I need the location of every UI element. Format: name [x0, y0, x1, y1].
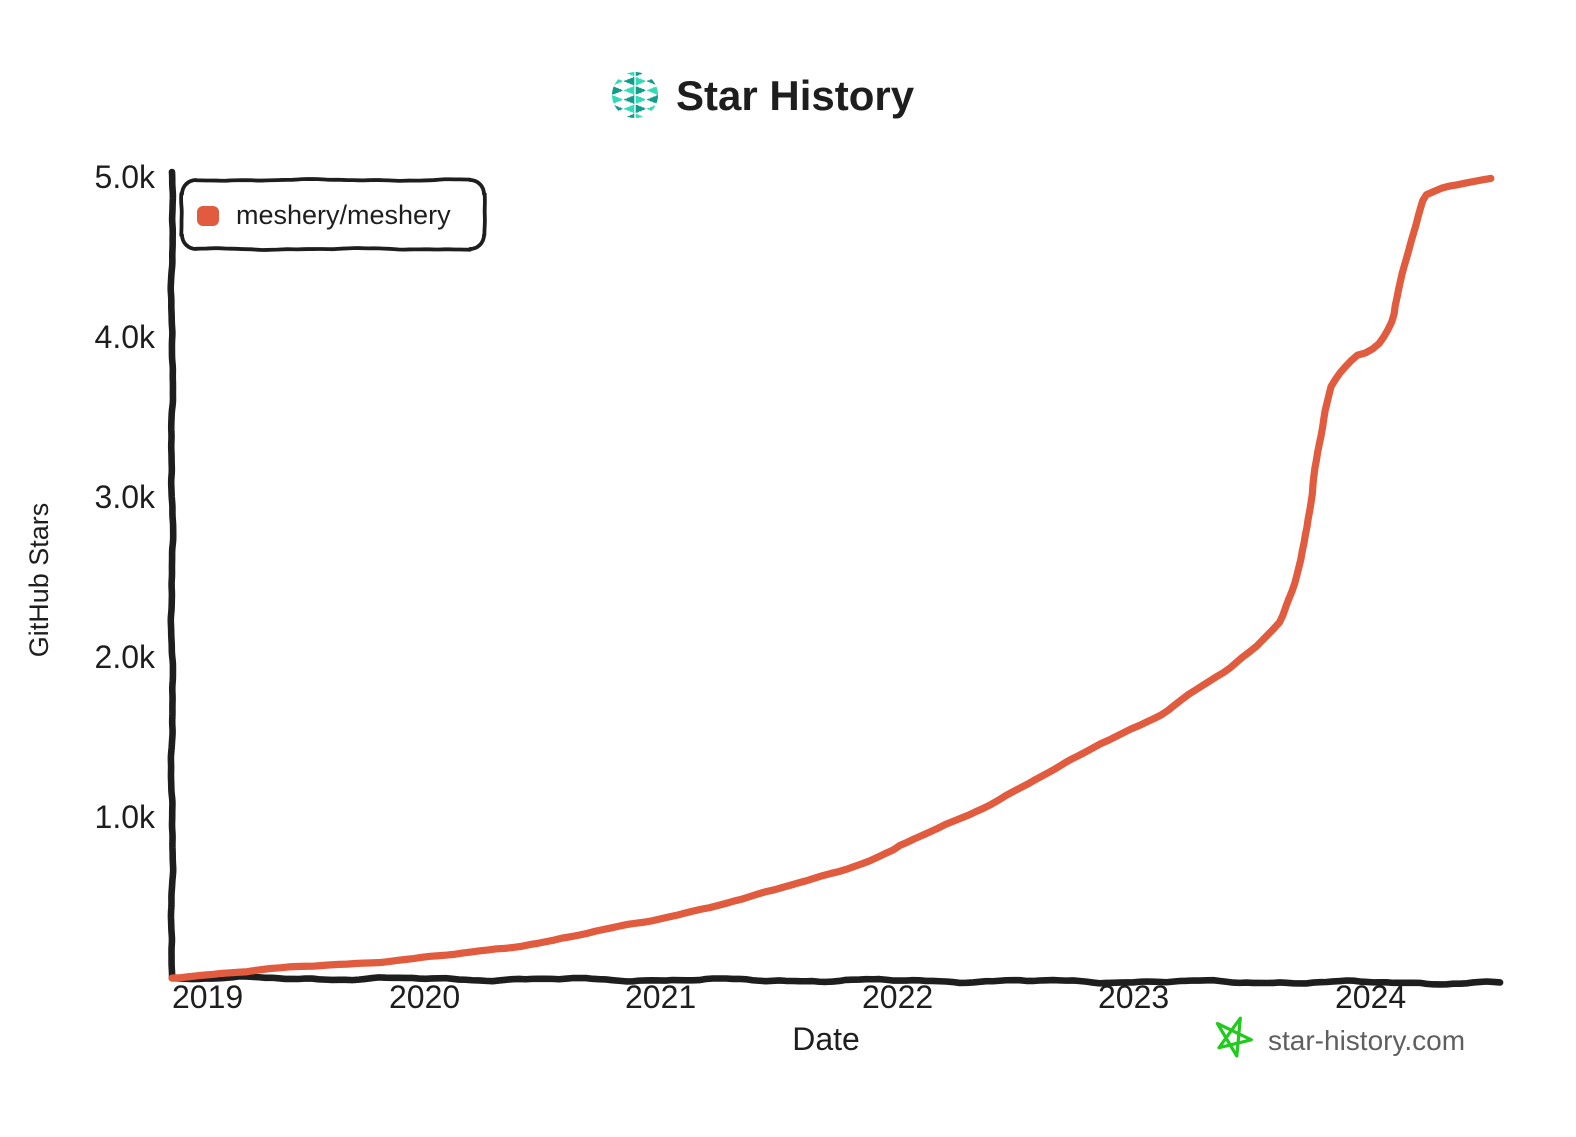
svg-text:Date: Date — [792, 1021, 860, 1057]
svg-text:2020: 2020 — [389, 979, 460, 1015]
svg-text:2024: 2024 — [1335, 979, 1406, 1015]
svg-text:2021: 2021 — [625, 979, 696, 1015]
svg-text:2.0k: 2.0k — [95, 639, 156, 675]
svg-text:4.0k: 4.0k — [95, 319, 156, 355]
svg-text:GitHub Stars: GitHub Stars — [24, 503, 54, 658]
svg-text:1.0k: 1.0k — [95, 799, 156, 835]
svg-text:2022: 2022 — [862, 979, 933, 1015]
svg-text:5.0k: 5.0k — [95, 159, 156, 195]
svg-text:Star History: Star History — [676, 72, 915, 119]
svg-text:3.0k: 3.0k — [95, 479, 156, 515]
svg-text:star-history.com: star-history.com — [1268, 1025, 1465, 1056]
svg-text:2023: 2023 — [1098, 979, 1169, 1015]
svg-text:2019: 2019 — [172, 979, 243, 1015]
svg-text:meshery/meshery: meshery/meshery — [236, 200, 451, 230]
